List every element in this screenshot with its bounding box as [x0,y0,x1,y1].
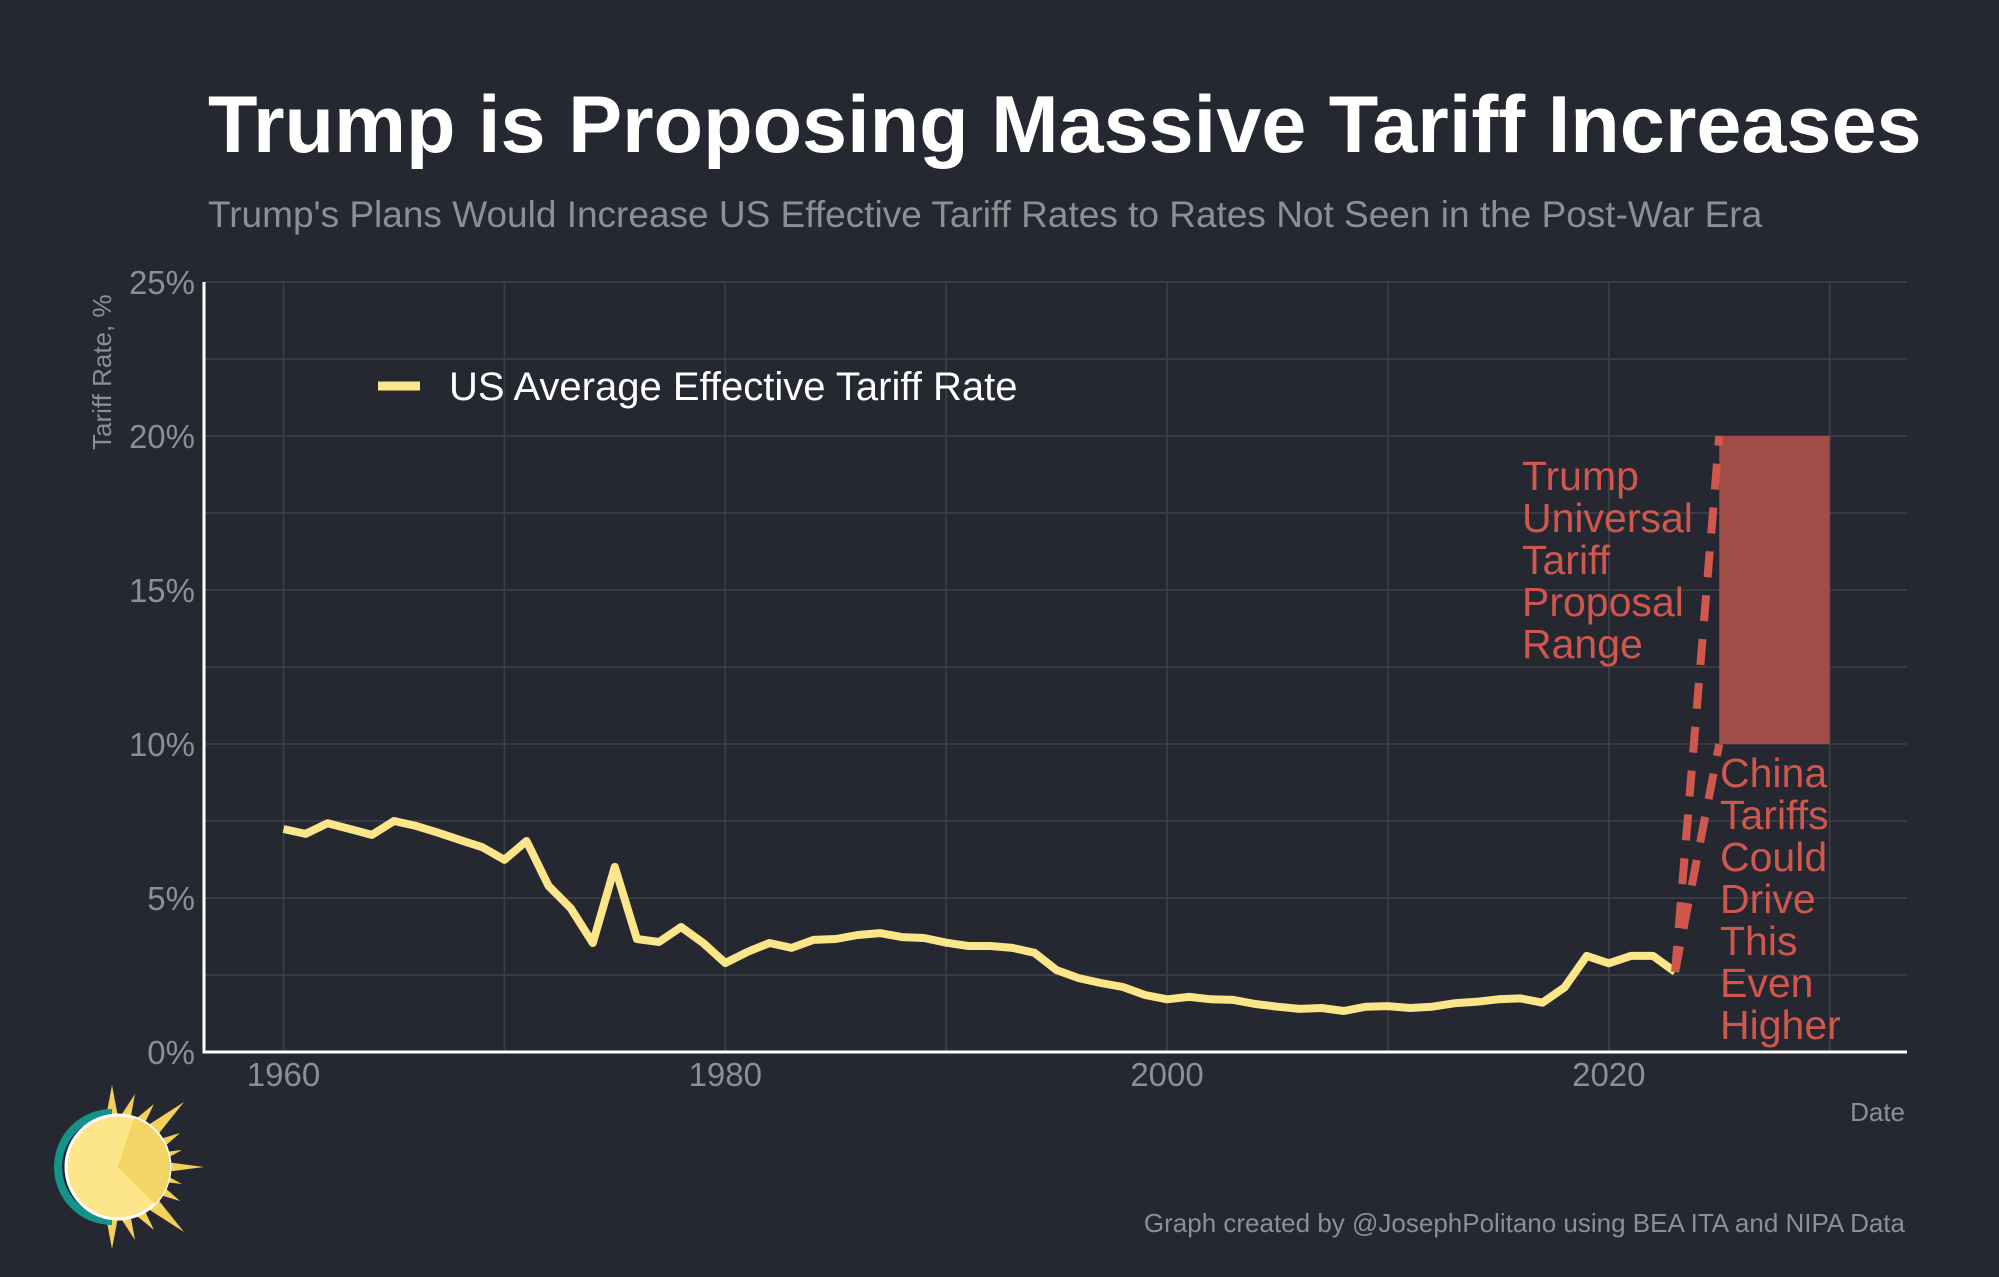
series-layer [282,435,1724,1015]
tariff-range-box [1719,436,1830,744]
range-layer [1719,436,1830,744]
y-axis-title: Tariff Rate, % [87,294,117,450]
sun-logo-icon [54,1085,204,1249]
annotation-universal-tariff-line: Tariff [1522,537,1611,583]
x-tick-label: 2020 [1572,1056,1645,1093]
annotation-china-tariffs-line: Drive [1720,876,1816,922]
x-axis-title: Date [1850,1097,1905,1127]
footer-credit: Graph created by @JosephPolitano using B… [1144,1208,1906,1238]
y-tick-label: 5% [147,880,195,917]
y-tick-label: 15% [129,572,195,609]
annotation-china-tariffs-line: Even [1720,960,1813,1006]
sun-logo-shade [118,1118,170,1204]
chart-subtitle: Trump's Plans Would Increase US Effectiv… [208,194,1763,235]
x-tick-label: 1960 [247,1056,320,1093]
annotation-universal-tariff-line: Proposal [1522,579,1684,625]
annotation-china-tariffs-line: Could [1720,834,1827,880]
annotation-china-tariffs-line: Higher [1720,1002,1841,1048]
axes [202,282,1907,1054]
sun-logo-crescent [54,1109,112,1225]
x-tick-label: 1980 [689,1056,762,1093]
y-tick-label: 25% [129,264,195,301]
series-line [282,817,1678,1015]
annotation-china-tariffs-line: Tariffs [1720,792,1829,838]
tick-labels: 0% 5% 10% 15% 20% 25% 1960 1980 2000 2020 [129,264,1646,1093]
x-tick-label: 2000 [1130,1056,1203,1093]
y-tick-label: 0% [147,1034,195,1071]
legend: US Average Effective Tariff Rate [378,365,1017,409]
legend-label: US Average Effective Tariff Rate [449,365,1017,409]
y-tick-label: 10% [129,726,195,763]
annotation-universal-tariff-line: Range [1522,621,1643,667]
projection-dashed-line [1671,743,1724,973]
grid [204,281,1907,1052]
annotation-china-tariffs-line: China [1720,750,1827,796]
y-tick-label: 20% [129,418,195,455]
annotation-china-tariffs-line: This [1720,918,1797,964]
chart-title: Trump is Proposing Massive Tariff Increa… [208,80,1922,170]
annotation-universal-tariff-line: Universal [1522,495,1693,541]
annotation-universal-tariff-line: Trump [1522,453,1639,499]
projection-dashed-line [1671,435,1724,973]
